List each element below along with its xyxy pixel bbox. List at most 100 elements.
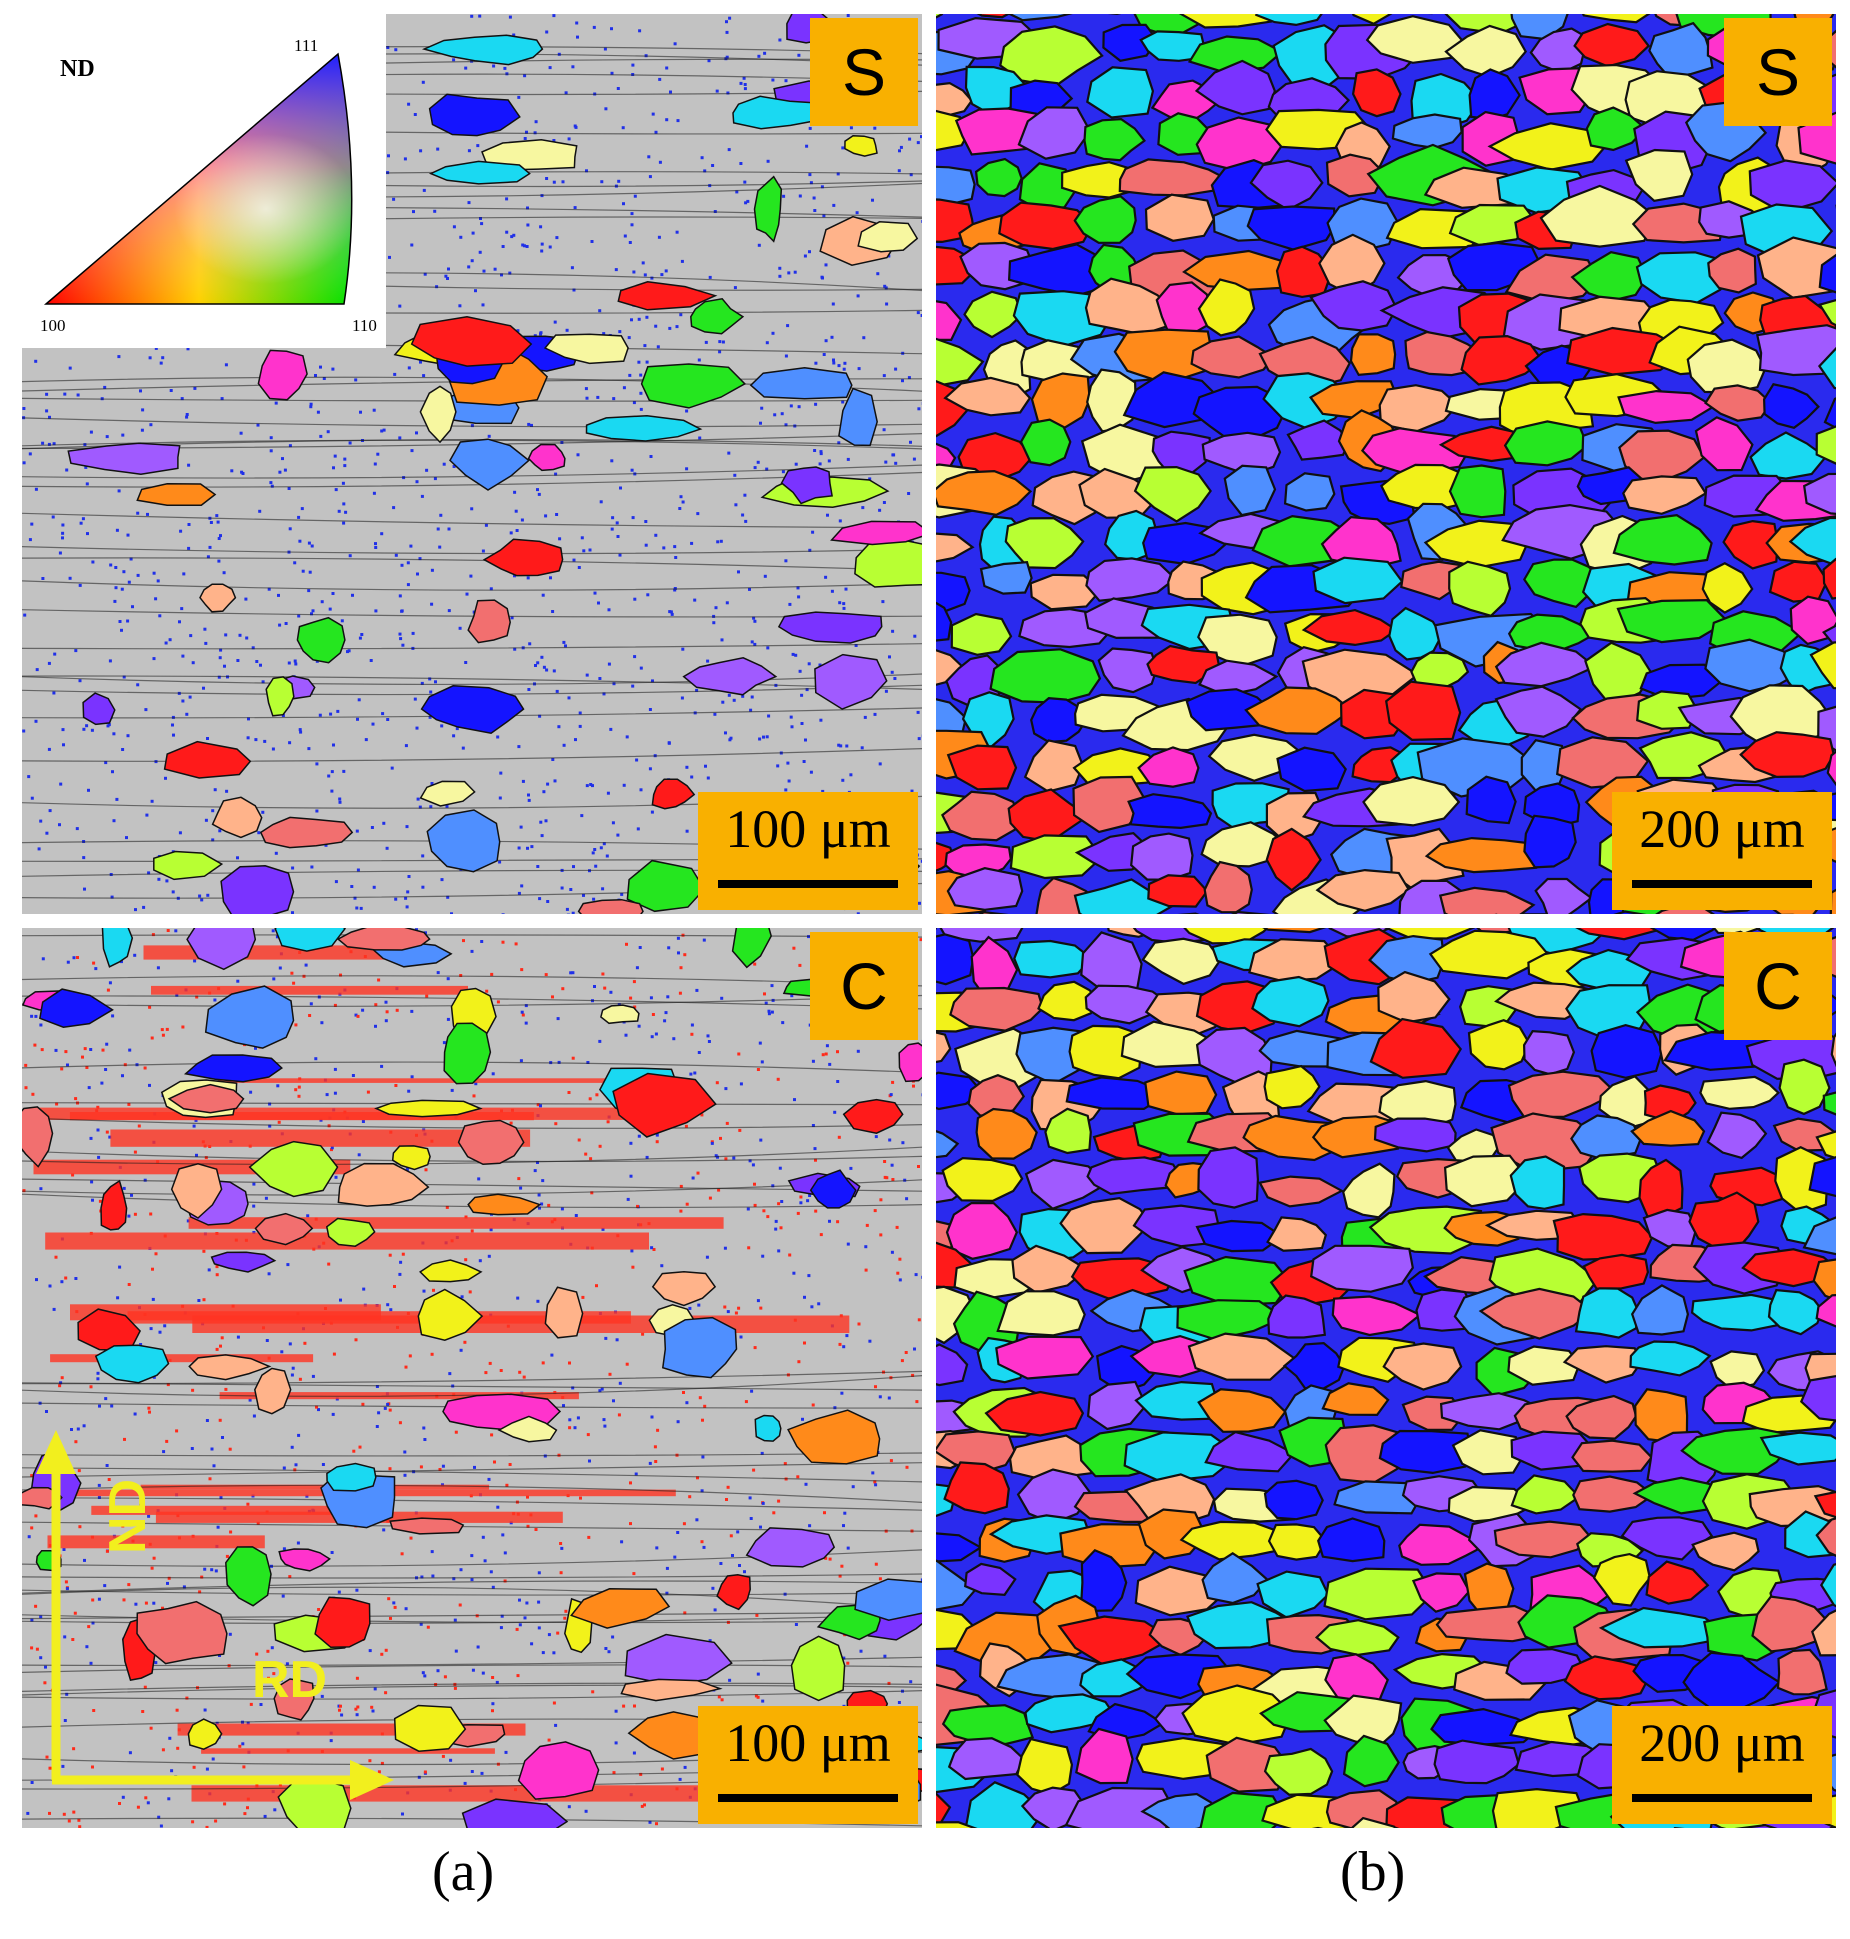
grain [754,1414,782,1442]
grain [167,1083,245,1114]
grain [936,1532,983,1563]
grain [417,1288,484,1341]
grain [1151,430,1212,476]
grain [278,1548,332,1572]
grain [1086,66,1155,119]
grain [1200,821,1290,868]
grain [943,1461,1010,1515]
grain [187,1718,223,1751]
grain [1398,1523,1488,1566]
grain [1503,420,1589,467]
grain [1505,1647,1585,1685]
grain [1762,383,1820,429]
grain [517,1741,600,1800]
grain [814,653,888,710]
scale-label: 100 μm [725,799,891,859]
grain [1315,868,1411,912]
grain [936,1430,1016,1475]
grain [1030,696,1088,744]
grain [428,160,531,185]
grain [1748,159,1836,214]
grain [1362,775,1461,827]
grain [857,221,919,253]
grain [1255,14,1323,27]
grain [787,1409,881,1465]
grain [936,532,975,563]
grain [1144,193,1215,242]
scale-label: 100 μm [725,1713,891,1773]
grain [1552,1212,1654,1261]
caption-b: (b) [1340,1841,1406,1903]
grain [1706,1111,1768,1160]
grain [326,1462,377,1492]
legend-110-label: 110 [352,316,377,335]
grain [1562,1345,1643,1384]
grain [1301,608,1399,647]
grain [949,986,1045,1032]
grain [254,1367,292,1415]
nd-axis-label: ND [99,1478,157,1554]
grain [67,442,181,475]
grain [1813,1490,1836,1519]
grain [732,95,836,130]
grain [421,34,544,66]
grain [225,1546,272,1607]
grain [1195,1219,1285,1253]
grain [497,1415,558,1443]
grain [941,790,1023,842]
grain [1539,184,1659,248]
grain [975,1107,1038,1160]
grain [543,333,629,365]
grain [163,740,252,779]
grain [419,385,457,444]
grain [1722,519,1779,570]
grain [314,1596,371,1649]
grain [211,796,263,839]
grain [626,859,706,913]
grain [1493,1520,1593,1559]
grain [1059,1196,1153,1255]
grain [1630,1109,1706,1147]
grain [273,1678,315,1721]
grain [936,1792,952,1826]
ebsd-map-a-bottom [22,928,922,1828]
grain [753,175,783,243]
grain [1016,1468,1093,1525]
grain [296,616,346,664]
grain [640,363,747,409]
grain [1759,1431,1836,1466]
grain [577,898,644,914]
grain [1616,598,1730,644]
grain [978,910,1009,914]
grain [1563,1655,1649,1701]
grain [1378,1429,1472,1475]
grain [1133,465,1212,523]
grain [482,538,564,577]
grain [1802,472,1836,515]
grain [936,1559,978,1611]
grain [1636,690,1699,730]
grain [467,599,511,644]
grain [1820,1563,1836,1608]
grain [945,1201,1019,1260]
grain [1380,463,1474,510]
grain [1276,746,1347,793]
grain [1097,647,1159,694]
grain [1624,148,1694,202]
grain [936,165,976,206]
grain [780,466,833,505]
grain [1448,464,1507,519]
grain [1266,1216,1328,1252]
grain [1581,14,1651,24]
grain [1384,928,1476,940]
grain [1086,1156,1182,1196]
grain [1080,1548,1128,1612]
grain [749,367,853,400]
grain [995,1335,1095,1380]
grain [426,809,501,873]
grain [1382,1342,1463,1391]
grain [777,611,883,644]
grain [745,1527,836,1568]
grain [1137,746,1200,788]
scale-line [1632,1794,1812,1802]
